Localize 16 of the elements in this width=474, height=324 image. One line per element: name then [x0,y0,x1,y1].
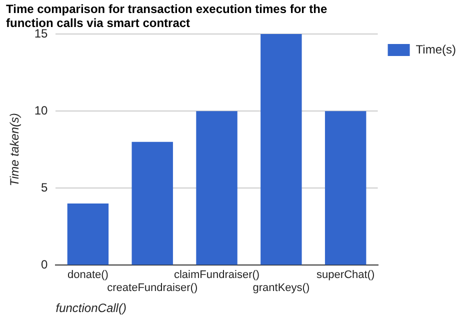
x-tick-label: donate() [67,268,108,281]
x-tick-label: createFundraiser() [107,282,198,294]
bar [132,142,173,265]
legend-label: Time(s) [416,42,456,56]
y-axis-title: Time taken(s) [8,112,22,186]
bar [196,111,238,265]
y-tick-label: 10 [34,103,48,118]
x-tick-label: grantKeys() [252,282,310,294]
bar [324,111,366,265]
x-tick-label: claimFundraiser() [174,268,260,281]
bar [260,34,302,265]
y-tick-label: 0 [41,258,48,272]
x-tick-label: superChat() [316,268,375,281]
x-axis-title: functionCall() [56,301,126,316]
bar [67,204,109,265]
y-tick-label: 5 [41,180,48,194]
